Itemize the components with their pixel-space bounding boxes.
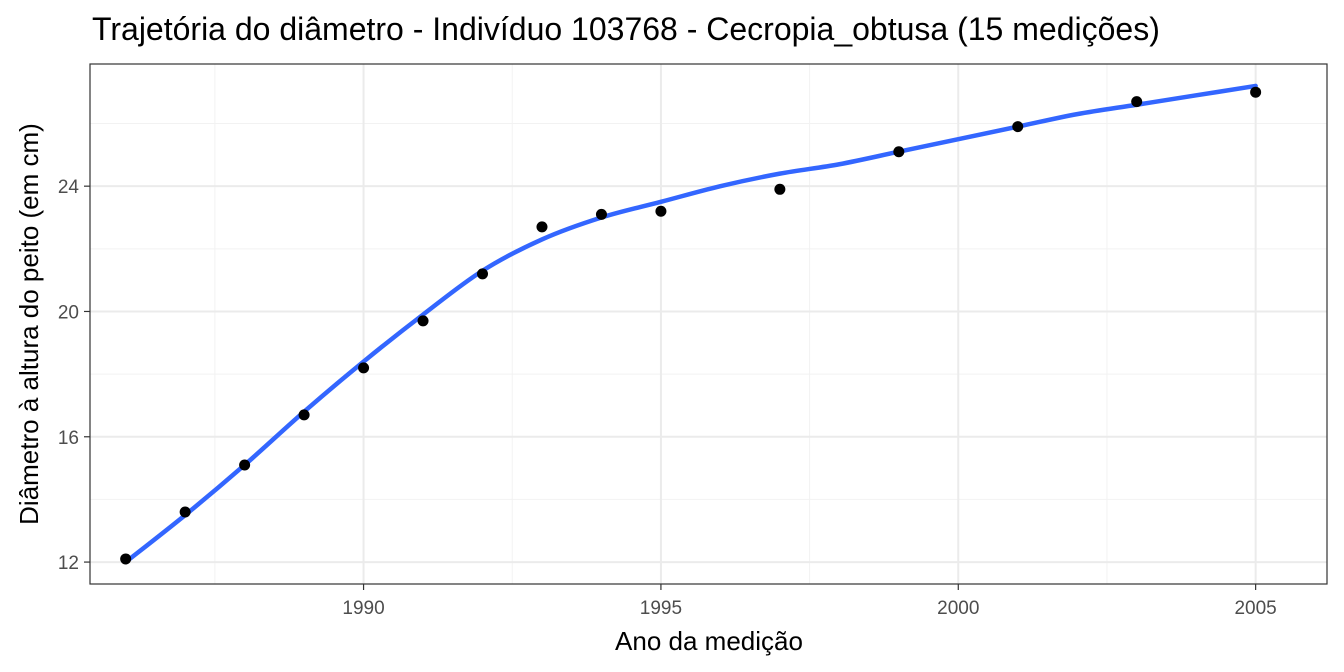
data-point (655, 205, 667, 217)
data-point (1012, 121, 1024, 133)
y-tick-label: 16 (58, 428, 79, 449)
y-tick-label: 24 (58, 177, 80, 198)
points-layer (120, 86, 1262, 565)
data-point (298, 409, 310, 421)
panel-border (89, 63, 1328, 585)
data-point (595, 208, 607, 220)
data-point (417, 315, 429, 327)
y-tick-label: 20 (58, 302, 79, 323)
data-point (239, 459, 251, 471)
x-tick-label: 1995 (640, 598, 682, 619)
chart-title: Trajetória do diâmetro - Indivíduo 10376… (92, 11, 1160, 47)
data-point (358, 362, 370, 374)
data-point (536, 221, 548, 233)
y-axis-title: Diâmetro à altura do peito (em cm) (14, 123, 44, 525)
data-point (477, 268, 489, 280)
grid (90, 64, 1327, 584)
data-point (120, 553, 132, 565)
axes: 1990 1995 2000 2005 12 16 20 24 (58, 177, 1277, 619)
data-point (893, 146, 905, 158)
x-tick-label: 2000 (937, 598, 979, 619)
x-tick-label: 1990 (342, 598, 384, 619)
x-tick-label: 2005 (1234, 598, 1276, 619)
x-axis-title: Ano da medição (615, 626, 803, 656)
trend-layer (123, 83, 1258, 565)
data-point (179, 506, 191, 518)
data-point (774, 183, 786, 195)
data-point (1250, 86, 1262, 98)
data-point (1131, 96, 1143, 108)
y-tick-label: 12 (58, 553, 79, 574)
smooth-trend-line (123, 83, 1258, 565)
